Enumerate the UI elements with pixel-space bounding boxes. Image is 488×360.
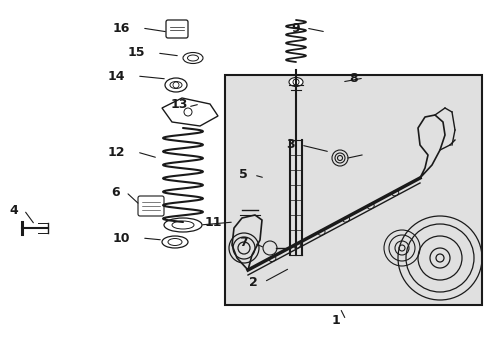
Ellipse shape xyxy=(367,203,373,209)
Text: 2: 2 xyxy=(249,275,258,288)
Ellipse shape xyxy=(293,243,300,248)
Polygon shape xyxy=(162,98,218,126)
Ellipse shape xyxy=(342,217,349,222)
Text: 1: 1 xyxy=(330,314,339,327)
Ellipse shape xyxy=(269,256,275,262)
Text: 8: 8 xyxy=(348,72,357,85)
Ellipse shape xyxy=(288,77,303,86)
Text: 3: 3 xyxy=(286,139,294,152)
Ellipse shape xyxy=(391,190,398,196)
Text: 13: 13 xyxy=(170,98,187,111)
Text: 15: 15 xyxy=(127,46,145,59)
Text: 9: 9 xyxy=(291,22,299,35)
FancyBboxPatch shape xyxy=(165,20,187,38)
Text: 16: 16 xyxy=(112,22,130,35)
Ellipse shape xyxy=(163,218,202,232)
Text: 14: 14 xyxy=(107,69,125,82)
Text: 12: 12 xyxy=(107,145,125,158)
Ellipse shape xyxy=(183,53,203,63)
Text: 10: 10 xyxy=(112,231,130,244)
Text: 6: 6 xyxy=(111,185,120,198)
Bar xyxy=(224,75,481,305)
Text: 4: 4 xyxy=(9,203,18,216)
Text: 11: 11 xyxy=(204,216,222,229)
Ellipse shape xyxy=(164,78,186,92)
Ellipse shape xyxy=(318,230,325,235)
Ellipse shape xyxy=(162,236,187,248)
Text: 5: 5 xyxy=(239,168,247,181)
FancyBboxPatch shape xyxy=(138,196,163,216)
Text: 7: 7 xyxy=(239,237,247,249)
